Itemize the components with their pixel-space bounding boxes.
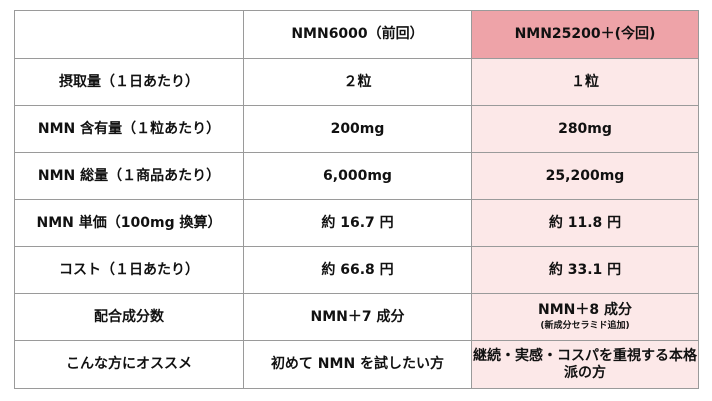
row-prev-value: 約 16.7 円: [243, 199, 472, 247]
row-label: NMN 含有量（１粒あたり）: [14, 105, 244, 153]
row-current-value: 約 33.1 円: [471, 246, 699, 294]
table-row-daily-cost: コスト（１日あたり） 約 66.8 円 約 33.1 円: [14, 246, 699, 294]
row-prev-value: 約 66.8 円: [243, 246, 472, 294]
row-prev-value: ２粒: [243, 58, 472, 106]
row-prev-value: 初めて NMN を試したい方: [243, 340, 472, 389]
table-header-row: NMN6000（前回） NMN25200＋(今回): [14, 10, 699, 59]
row-prev-value: 200mg: [243, 105, 472, 153]
row-current-value: １粒: [471, 58, 699, 106]
comparison-table: NMN6000（前回） NMN25200＋(今回) 摂取量（１日あたり） ２粒 …: [14, 10, 699, 389]
table-row-content: NMN 含有量（１粒あたり） 200mg 280mg: [14, 105, 699, 153]
row-prev-value: 6,000mg: [243, 152, 472, 200]
table-row-unit-price: NMN 単価（100mg 換算） 約 16.7 円 約 11.8 円: [14, 199, 699, 247]
row-label: NMN 単価（100mg 換算）: [14, 199, 244, 247]
table-row-recommended: こんな方にオススメ 初めて NMN を試したい方 継続・実感・コスパを重視する本…: [14, 340, 699, 389]
table-row-total: NMN 総量（１商品あたり） 6,000mg 25,200mg: [14, 152, 699, 200]
row-label: NMN 総量（１商品あたり）: [14, 152, 244, 200]
row-current-value-note: (新成分セラミド追加): [540, 321, 630, 331]
row-current-value: 約 11.8 円: [471, 199, 699, 247]
row-label: コスト（１日あたり）: [14, 246, 244, 294]
row-current-value: 継続・実感・コスパを重視する本格派の方: [471, 340, 699, 389]
header-prev-product: NMN6000（前回）: [243, 10, 472, 59]
row-current-value: NMN＋8 成分: [538, 302, 632, 319]
row-current-value-cell: NMN＋8 成分 (新成分セラミド追加): [471, 293, 699, 341]
row-prev-value: NMN＋7 成分: [243, 293, 472, 341]
row-current-value: 280mg: [471, 105, 699, 153]
row-label: こんな方にオススメ: [14, 340, 244, 389]
row-current-value: 25,200mg: [471, 152, 699, 200]
table-row-ingredients: 配合成分数 NMN＋7 成分 NMN＋8 成分 (新成分セラミド追加): [14, 293, 699, 341]
table-row-intake: 摂取量（１日あたり） ２粒 １粒: [14, 58, 699, 106]
row-label: 摂取量（１日あたり）: [14, 58, 244, 106]
header-current-product: NMN25200＋(今回): [471, 10, 699, 59]
row-label: 配合成分数: [14, 293, 244, 341]
header-corner-cell: [14, 10, 244, 59]
